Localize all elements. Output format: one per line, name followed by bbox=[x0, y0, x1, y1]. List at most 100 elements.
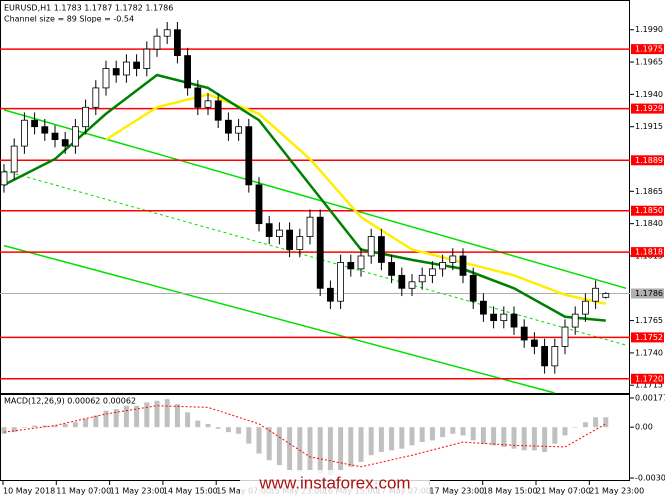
candle-body bbox=[520, 326, 528, 341]
macd-bar bbox=[307, 427, 313, 471]
x-tick-label: 11 May 07:00 bbox=[56, 487, 111, 496]
macd-bar bbox=[83, 418, 89, 428]
x-tick-label: 11 May 23:00 bbox=[110, 487, 165, 496]
candle-body bbox=[123, 61, 130, 76]
candle-body bbox=[255, 184, 263, 225]
x-tick-label: 17 May 23:00 bbox=[429, 487, 484, 496]
level-label: 1.1929 bbox=[635, 104, 663, 113]
y-tick-label: 1.1740 bbox=[635, 348, 663, 357]
main-layer: 1.1990 1.1965 1.1940 1.1915 1.1865 1.1840 1.18… bbox=[0, 21, 665, 496]
macd-bar bbox=[501, 427, 507, 447]
macd-bar bbox=[297, 427, 303, 472]
macd-bar bbox=[348, 427, 354, 467]
candle-body bbox=[31, 119, 39, 128]
macd-bar bbox=[542, 427, 548, 452]
candle-body bbox=[173, 29, 181, 56]
macd-label: MACD(12,26,9) 0.00062 0.00062 bbox=[4, 397, 136, 406]
macd-bar bbox=[491, 427, 497, 446]
macd-bar bbox=[215, 427, 221, 429]
candle-body bbox=[337, 262, 345, 302]
watermark: www.instaforex.com bbox=[258, 473, 410, 492]
candle-body bbox=[133, 61, 141, 69]
macd-bar bbox=[154, 400, 160, 428]
candle-body bbox=[500, 313, 508, 322]
candle-body bbox=[326, 287, 334, 302]
macd-bar bbox=[62, 423, 68, 428]
candle-body bbox=[61, 139, 69, 147]
macd-bar bbox=[72, 422, 78, 428]
candle-body bbox=[82, 106, 89, 128]
candle-body bbox=[194, 87, 202, 108]
macd-bar bbox=[409, 427, 415, 446]
moving-average bbox=[3, 73, 606, 322]
candle-body bbox=[214, 100, 222, 121]
macd-bar bbox=[572, 427, 578, 428]
y-tick-label: 1.1990 bbox=[635, 25, 663, 34]
candle-body bbox=[245, 126, 253, 186]
candle-body bbox=[143, 48, 151, 69]
candle-body bbox=[224, 119, 232, 134]
y-tick-label: -0.00308 bbox=[635, 474, 665, 483]
macd-bar bbox=[52, 425, 58, 428]
candle-body bbox=[602, 293, 610, 298]
candle-body bbox=[428, 268, 436, 276]
candle-body bbox=[41, 126, 49, 134]
candle-body bbox=[449, 255, 457, 263]
candle-body bbox=[357, 255, 365, 270]
level-label: 1.1975 bbox=[635, 45, 663, 54]
macd-bar bbox=[93, 415, 99, 428]
macd-bar bbox=[399, 427, 405, 449]
macd-bar bbox=[327, 427, 333, 476]
macd-bar bbox=[511, 427, 517, 449]
candle-body bbox=[112, 68, 120, 76]
level-tag bbox=[631, 103, 664, 114]
candle-body bbox=[10, 145, 18, 173]
macd-bar bbox=[195, 420, 201, 428]
x-tick-label: 21 May 07:00 bbox=[536, 487, 591, 496]
macd-bar bbox=[480, 427, 486, 444]
candle-body bbox=[347, 262, 355, 270]
x-tick-label: 18 May 15:00 bbox=[483, 487, 538, 496]
candle-body bbox=[561, 326, 569, 347]
x-tick-label: 21 May 23:00 bbox=[589, 487, 644, 496]
macd-bar bbox=[144, 402, 150, 428]
macd-bar bbox=[225, 427, 231, 433]
macd-bar bbox=[521, 427, 527, 451]
macd-signal bbox=[3, 405, 607, 468]
candle-body bbox=[571, 313, 579, 328]
y-tick-label: 1.1965 bbox=[635, 58, 663, 67]
y-tick-label: 1.1715 bbox=[635, 381, 663, 390]
macd-bar bbox=[470, 427, 476, 441]
macd-bar bbox=[256, 427, 262, 454]
candle-body bbox=[398, 274, 406, 289]
macd-bar bbox=[450, 427, 456, 434]
macd-bar bbox=[552, 427, 558, 444]
macd-bar bbox=[317, 427, 323, 474]
macd-bar bbox=[389, 427, 395, 451]
watermark-bg bbox=[240, 470, 430, 496]
candle-body bbox=[551, 346, 559, 367]
macd-bar bbox=[287, 427, 293, 471]
macd-bar bbox=[419, 427, 425, 443]
macd-bar bbox=[429, 427, 435, 441]
macd-bar bbox=[123, 405, 129, 428]
x-tick-label: 10 May 2018 bbox=[3, 487, 55, 496]
channel-line bbox=[3, 244, 555, 394]
macd-bar bbox=[164, 399, 170, 428]
candle-body bbox=[92, 87, 100, 108]
macd-bar bbox=[358, 427, 364, 462]
candle-body bbox=[0, 171, 8, 186]
macd-bar bbox=[276, 427, 282, 466]
macd-bar bbox=[11, 427, 17, 433]
candle-body bbox=[275, 229, 283, 237]
y-tick-label: 0.00177 bbox=[635, 393, 665, 402]
candle-body bbox=[184, 55, 192, 89]
candle-body bbox=[153, 35, 161, 50]
candle-body bbox=[51, 132, 59, 141]
candle-body bbox=[459, 255, 467, 276]
level-tag bbox=[631, 155, 664, 166]
candle-body bbox=[367, 236, 375, 257]
macd-bar bbox=[562, 427, 568, 436]
macd-bar bbox=[134, 405, 140, 428]
candle-body bbox=[531, 339, 538, 347]
